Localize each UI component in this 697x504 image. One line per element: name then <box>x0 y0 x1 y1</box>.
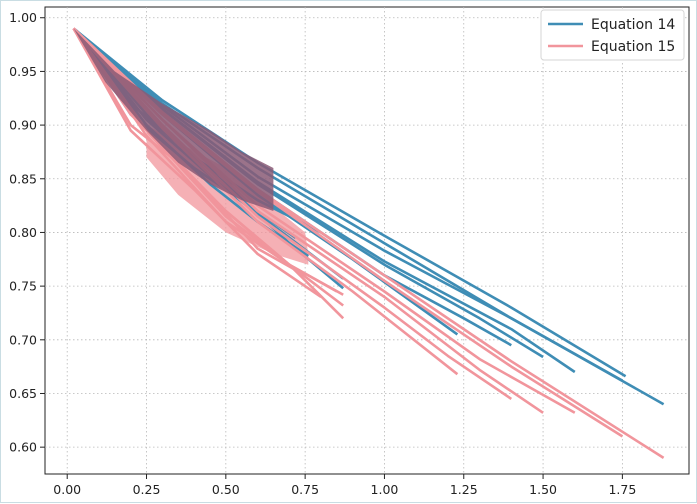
y-tick-label: 0.70 <box>9 332 37 347</box>
legend: Equation 14 Equation 15 <box>540 9 685 61</box>
x-tick-label: 1.00 <box>371 482 399 497</box>
legend-label-equation-14: Equation 14 <box>591 17 675 33</box>
x-tick-label: 0.25 <box>133 482 161 497</box>
equation-15-line-11 <box>72 27 338 293</box>
x-tick-label: 0.75 <box>291 482 319 497</box>
equation-14-line-3 <box>72 27 624 382</box>
y-tick-label: 0.60 <box>9 440 37 455</box>
legend-box <box>540 9 685 61</box>
x-tick-label: 1.75 <box>608 482 636 497</box>
x-tick-label: 0.50 <box>212 482 240 497</box>
y-tick-label: 0.85 <box>9 171 37 186</box>
y-tick-label: 0.90 <box>9 118 37 133</box>
x-tick-label: 1.25 <box>450 482 478 497</box>
y-tick-label: 0.95 <box>9 64 37 79</box>
axes: 0.00 0.25 0.50 0.75 1.00 1.25 1.50 1.75 0.60 0.65… <box>9 10 636 497</box>
y-tick-label: 0.75 <box>9 279 37 294</box>
equation-15-line-12 <box>72 27 322 298</box>
x-tick-label: 0.00 <box>53 482 81 497</box>
y-tick-label: 1.00 <box>9 10 37 25</box>
equation-14-line-2 <box>72 27 627 378</box>
legend-label-equation-15: Equation 15 <box>591 39 675 55</box>
x-tick-label: 1.50 <box>529 482 557 497</box>
plot-marks <box>72 27 665 459</box>
overlap-band <box>73 28 274 211</box>
y-tick-label: 0.65 <box>9 386 37 401</box>
y-tick-label: 0.80 <box>9 225 37 240</box>
